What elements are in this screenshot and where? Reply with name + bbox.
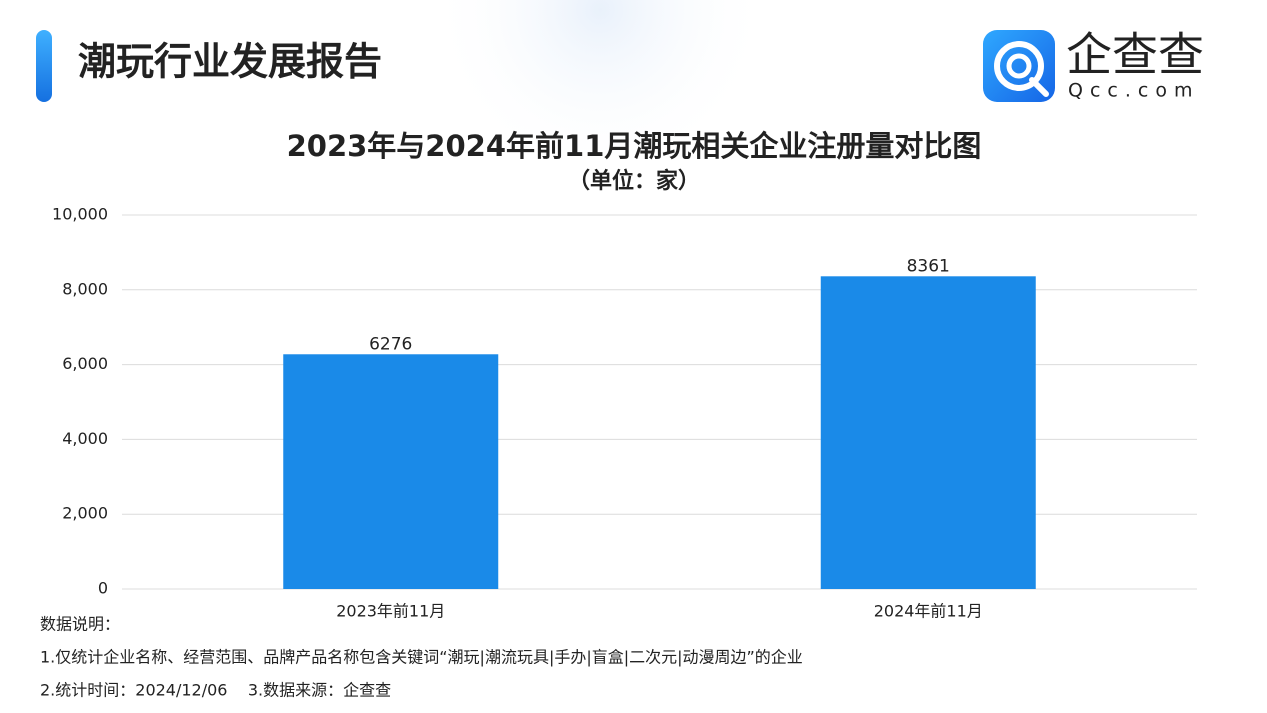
- chart-title: 2023年与2024年前11月潮玩相关企业注册量对比图: [287, 129, 982, 163]
- y-tick-label: 4,000: [62, 429, 108, 448]
- x-tick-label: 2023年前11月: [336, 602, 445, 621]
- y-tick-label: 6,000: [62, 354, 108, 373]
- logo-ring-inner: [1006, 53, 1032, 79]
- header-title: 潮玩行业发展报告: [78, 40, 382, 84]
- logo-domain: Qcc.com: [1068, 80, 1199, 102]
- chart-subtitle: （单位：家）: [568, 168, 700, 194]
- note: 1.仅统计企业名称、经营范围、品牌产品名称包含关键词“潮玩|潮流玩具|手办|盲盒…: [40, 648, 803, 667]
- x-tick-label: 2024年前11月: [874, 602, 983, 621]
- value-label: 6276: [369, 334, 412, 354]
- accent-bar: [36, 30, 52, 102]
- logo-ring: [994, 41, 1044, 91]
- logo-tail: [1029, 77, 1049, 97]
- y-tick-label: 10,000: [52, 205, 108, 224]
- y-tick-label: 0: [98, 579, 108, 598]
- y-tick-label: 8,000: [62, 279, 108, 298]
- y-tick-label: 2,000: [62, 504, 108, 523]
- note: 数据说明：: [40, 615, 120, 634]
- background-glow: [430, 0, 770, 180]
- note: 2.统计时间：2024/12/06 3.数据来源：企查查: [40, 681, 391, 700]
- value-label: 8361: [907, 256, 950, 276]
- logo-name: 企查查: [1066, 28, 1204, 82]
- bar: [283, 354, 499, 589]
- bar: [820, 276, 1036, 589]
